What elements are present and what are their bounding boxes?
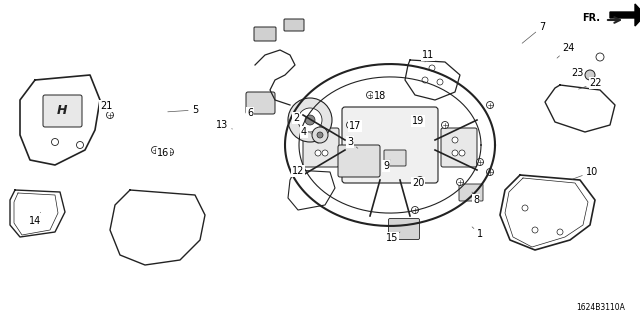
Circle shape	[315, 137, 321, 143]
Text: 4: 4	[301, 127, 312, 137]
Circle shape	[412, 206, 419, 213]
FancyBboxPatch shape	[459, 184, 483, 201]
Text: FR.: FR.	[582, 13, 600, 23]
Text: H: H	[57, 103, 67, 116]
FancyBboxPatch shape	[441, 128, 477, 167]
Polygon shape	[610, 4, 640, 26]
Circle shape	[152, 147, 159, 154]
Circle shape	[477, 158, 483, 165]
Circle shape	[437, 79, 443, 85]
FancyBboxPatch shape	[388, 219, 419, 239]
Text: 10: 10	[573, 167, 598, 179]
Circle shape	[456, 179, 463, 186]
Text: 7: 7	[522, 22, 545, 43]
Text: 1: 1	[472, 227, 483, 239]
Text: 21: 21	[100, 101, 112, 111]
Circle shape	[166, 148, 173, 156]
FancyBboxPatch shape	[384, 150, 406, 166]
Circle shape	[557, 229, 563, 235]
FancyBboxPatch shape	[342, 107, 438, 183]
Circle shape	[486, 169, 493, 175]
Circle shape	[315, 150, 321, 156]
Circle shape	[77, 141, 83, 148]
Text: 13: 13	[216, 120, 232, 130]
Circle shape	[305, 115, 315, 125]
Circle shape	[422, 77, 428, 83]
FancyBboxPatch shape	[303, 128, 339, 167]
Circle shape	[459, 150, 465, 156]
Text: 20: 20	[412, 178, 424, 188]
Circle shape	[317, 132, 323, 138]
Circle shape	[452, 137, 458, 143]
Text: 23: 23	[571, 68, 583, 78]
Circle shape	[106, 111, 113, 118]
FancyBboxPatch shape	[254, 27, 276, 41]
Circle shape	[312, 127, 328, 143]
Circle shape	[102, 101, 109, 108]
Text: 15: 15	[386, 232, 400, 243]
Text: 2: 2	[288, 113, 299, 123]
Text: 1624B3110A: 1624B3110A	[576, 303, 625, 312]
Circle shape	[288, 98, 332, 142]
Text: 3: 3	[347, 137, 358, 148]
FancyBboxPatch shape	[246, 92, 275, 114]
FancyBboxPatch shape	[338, 145, 380, 177]
Circle shape	[532, 227, 538, 233]
Circle shape	[486, 101, 493, 108]
Text: 16: 16	[157, 148, 169, 158]
Circle shape	[442, 122, 449, 129]
Circle shape	[412, 116, 419, 124]
Text: 5: 5	[168, 105, 198, 115]
Circle shape	[298, 108, 322, 132]
Text: 18: 18	[374, 91, 386, 101]
Circle shape	[596, 53, 604, 61]
Circle shape	[585, 70, 595, 80]
Circle shape	[417, 177, 424, 183]
Circle shape	[367, 92, 374, 99]
Text: 8: 8	[472, 192, 479, 205]
Text: 11: 11	[422, 50, 434, 62]
Text: 14: 14	[29, 212, 41, 226]
Circle shape	[522, 205, 528, 211]
Text: 9: 9	[383, 160, 390, 171]
Circle shape	[322, 150, 328, 156]
Text: 19: 19	[412, 116, 424, 126]
Circle shape	[452, 150, 458, 156]
Circle shape	[429, 65, 435, 71]
FancyBboxPatch shape	[43, 95, 82, 127]
Text: 6: 6	[247, 108, 253, 118]
Text: 17: 17	[349, 121, 361, 131]
FancyBboxPatch shape	[284, 19, 304, 31]
Circle shape	[51, 139, 58, 146]
Text: 22: 22	[579, 78, 602, 89]
Circle shape	[346, 122, 353, 129]
Text: 12: 12	[292, 166, 304, 176]
Text: 24: 24	[557, 43, 574, 58]
